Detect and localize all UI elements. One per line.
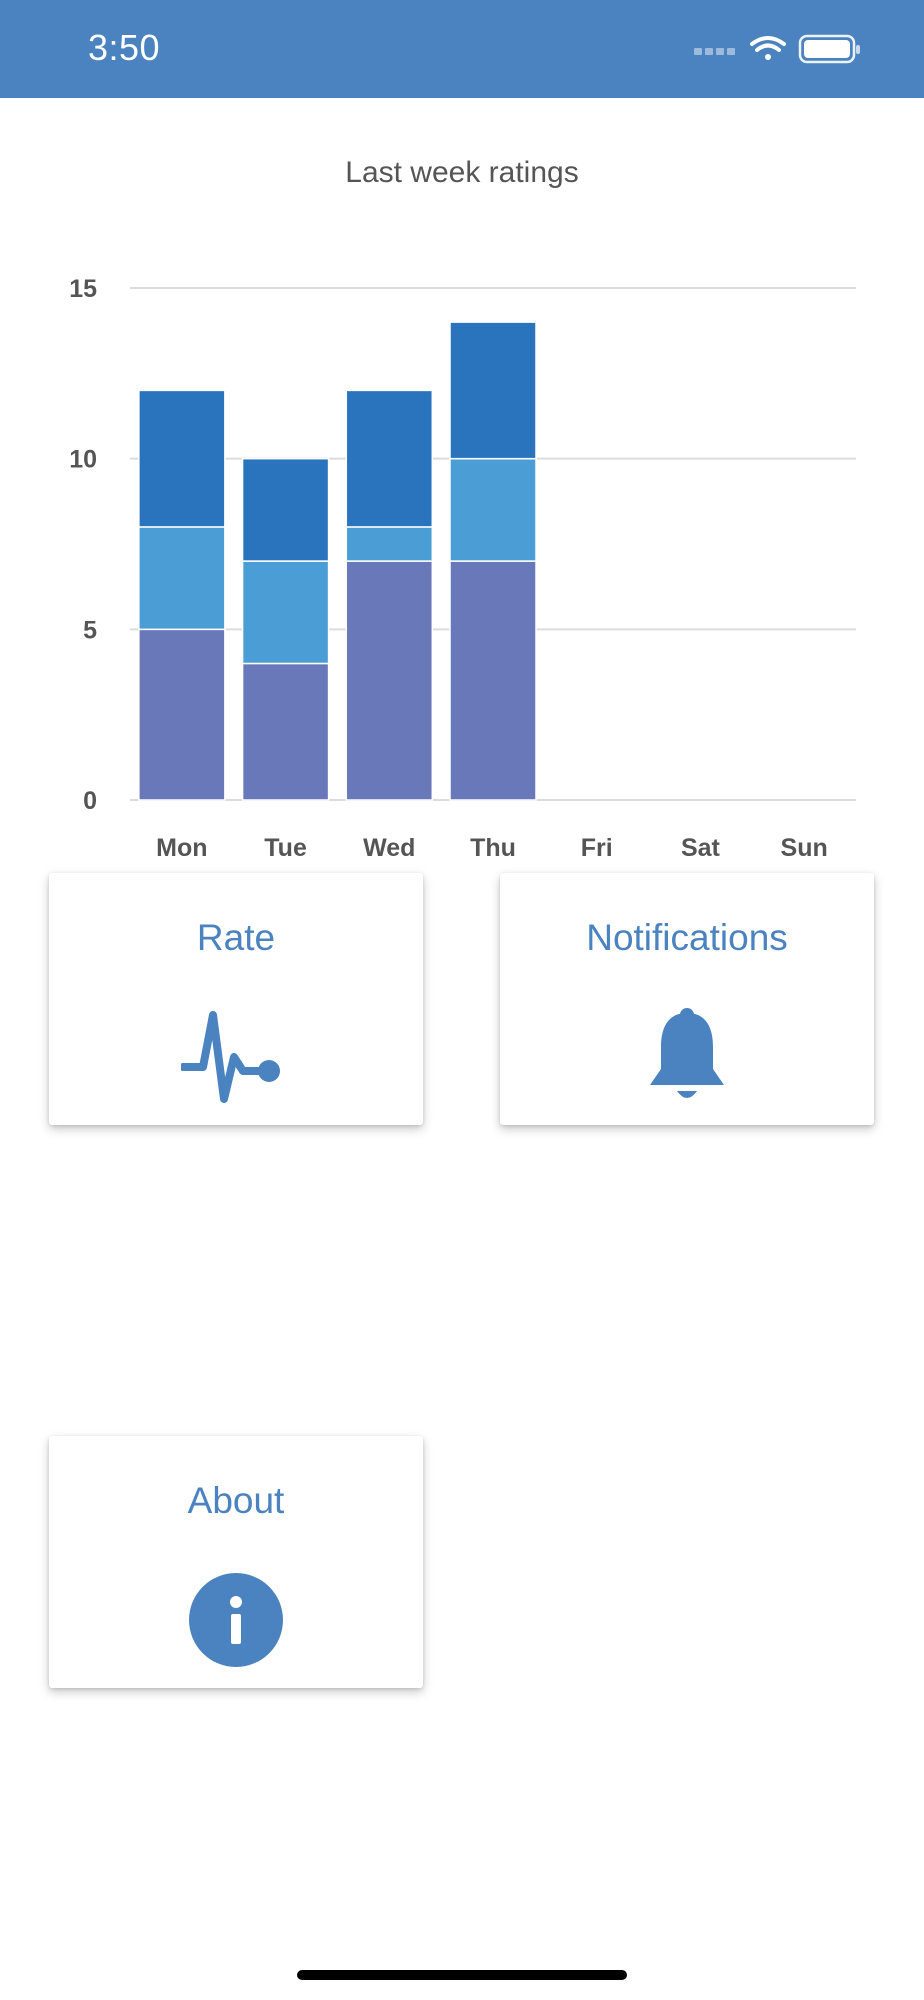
- battery-icon: [798, 34, 860, 64]
- x-tick-label: Fri: [581, 834, 613, 862]
- wifi-icon: [750, 36, 786, 60]
- ratings-chart: 0 5 10 15 Mon Tue Wed Thu Fri Sat Sun: [69, 275, 856, 862]
- x-tick-label: Sat: [681, 834, 721, 862]
- bar-segment: [241, 560, 330, 665]
- heartbeat-icon: [181, 1011, 280, 1103]
- bar-segment: [449, 321, 537, 460]
- chart-title: Last week ratings: [345, 156, 579, 189]
- home-indicator[interactable]: [297, 1970, 627, 1980]
- x-tick-label: Sun: [781, 834, 828, 862]
- status-icons: [694, 34, 860, 64]
- bar-segment: [241, 662, 330, 801]
- about-card-label: About: [187, 1480, 285, 1521]
- bar-segment: [449, 457, 537, 562]
- bar-segment: [345, 389, 434, 528]
- signal-icon: [694, 48, 735, 55]
- about-card[interactable]: About: [49, 1436, 423, 1688]
- rate-card-label: Rate: [196, 917, 276, 958]
- chart-bars: [138, 321, 537, 801]
- bar-segment: [345, 526, 434, 562]
- y-tick-label: 5: [83, 616, 97, 644]
- notifications-card-label: Notifications: [586, 917, 788, 958]
- bar-segment: [449, 560, 537, 801]
- rate-card[interactable]: Rate: [49, 873, 423, 1125]
- x-tick-label: Thu: [470, 834, 516, 862]
- y-tick-label: 10: [69, 446, 97, 474]
- status-time: 3:50: [88, 27, 161, 68]
- bell-icon: [650, 1008, 724, 1098]
- bar-segment: [138, 526, 226, 631]
- bar-segment: [241, 457, 330, 562]
- bar-segment: [138, 628, 226, 801]
- x-axis-ticks: Mon Tue Wed Thu Fri Sat Sun: [156, 834, 828, 862]
- y-axis-ticks: 0 5 10 15: [69, 275, 97, 815]
- y-tick-label: 15: [69, 275, 97, 303]
- notifications-card[interactable]: Notifications: [500, 873, 874, 1125]
- y-tick-label: 0: [83, 787, 97, 815]
- bar-segment: [138, 389, 226, 528]
- x-tick-label: Mon: [156, 834, 207, 862]
- x-tick-label: Tue: [264, 834, 307, 862]
- status-bar: 3:50: [0, 0, 924, 98]
- bar-segment: [345, 560, 434, 801]
- info-icon: [189, 1573, 283, 1667]
- x-tick-label: Wed: [363, 834, 415, 862]
